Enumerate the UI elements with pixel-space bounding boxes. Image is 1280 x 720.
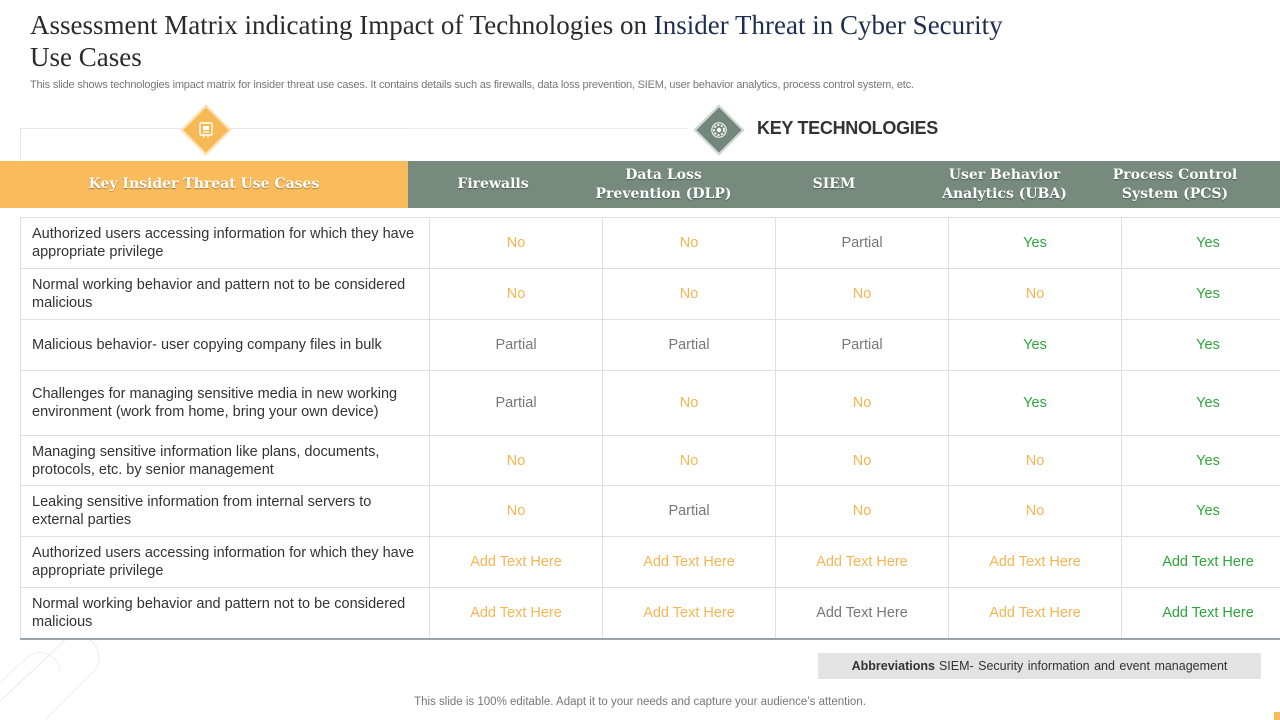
status-cell: Yes bbox=[948, 217, 1122, 269]
use-case-cell: Normal working behavior and pattern not … bbox=[20, 268, 430, 320]
abbreviations-box: Abbreviations SIEM- Security information… bbox=[818, 653, 1261, 679]
status-cell: No bbox=[429, 435, 603, 486]
status-cell: No bbox=[429, 485, 603, 537]
table-row: Challenges for managing sensitive media … bbox=[20, 370, 1280, 436]
key-technologies-label: KEY TECHNOLOGIES bbox=[757, 118, 938, 138]
status-cell: No bbox=[602, 370, 776, 436]
use-case-column-header: Key Insider Threat Use Cases bbox=[0, 161, 408, 208]
status-cell: No bbox=[948, 435, 1122, 486]
abbreviations-label: Abbreviations bbox=[851, 659, 935, 673]
firewalls-column-header: Firewalls bbox=[408, 161, 578, 208]
status-cell: No bbox=[775, 268, 949, 320]
status-cell: No bbox=[948, 485, 1122, 537]
footer-note: This slide is 100% editable. Adapt it to… bbox=[414, 696, 866, 708]
status-cell: Partial bbox=[429, 370, 603, 436]
abbreviations-text: SIEM- Security information and event man… bbox=[938, 659, 1228, 673]
status-cell: Add Text Here bbox=[775, 536, 949, 588]
frame-divider-line bbox=[408, 128, 688, 129]
page-title: Assessment Matrix indicating Impact of T… bbox=[30, 9, 1230, 73]
status-cell: No bbox=[602, 268, 776, 320]
status-cell: No bbox=[602, 435, 776, 486]
title-highlight: Insider Threat in Cyber Security bbox=[653, 10, 1003, 40]
use-case-cell: Authorized users accessing information f… bbox=[20, 536, 430, 588]
decorative-lines bbox=[0, 640, 100, 720]
status-cell: Yes bbox=[1121, 435, 1280, 486]
status-cell: Yes bbox=[1121, 319, 1280, 371]
title-part-1: Assessment Matrix indicating Impact of T… bbox=[30, 10, 654, 40]
use-case-cell: Authorized users accessing information f… bbox=[20, 217, 430, 269]
use-case-cell: Challenges for managing sensitive media … bbox=[20, 370, 430, 436]
status-cell: Partial bbox=[429, 319, 603, 371]
subtitle: This slide shows technologies impact mat… bbox=[30, 79, 914, 91]
status-cell: Yes bbox=[1121, 370, 1280, 436]
status-cell: Partial bbox=[602, 319, 776, 371]
status-cell: Add Text Here bbox=[429, 587, 603, 640]
use-case-cell: Managing sensitive information like plan… bbox=[20, 435, 430, 486]
use-case-cell: Leaking sensitive information from inter… bbox=[20, 485, 430, 537]
status-cell: No bbox=[948, 268, 1122, 320]
status-cell: Add Text Here bbox=[602, 587, 776, 640]
status-cell: Partial bbox=[602, 485, 776, 537]
status-cell: Yes bbox=[1121, 485, 1280, 537]
table-row: Normal working behavior and pattern not … bbox=[20, 587, 1280, 640]
key-technologies-badge bbox=[693, 104, 745, 156]
status-cell: Partial bbox=[775, 217, 949, 269]
status-cell: No bbox=[775, 370, 949, 436]
dlp-column-header: Data Loss Prevention (DLP) bbox=[578, 161, 749, 208]
title-part-3: Use Cases bbox=[30, 42, 142, 72]
table-row: Authorized users accessing information f… bbox=[20, 217, 1280, 269]
status-cell: Yes bbox=[1121, 268, 1280, 320]
status-cell: Yes bbox=[948, 370, 1122, 436]
siem-column-header: SIEM bbox=[749, 161, 919, 208]
status-cell: No bbox=[775, 485, 949, 537]
use-case-cell: Malicious behavior- user copying company… bbox=[20, 319, 430, 371]
table-row: Normal working behavior and pattern not … bbox=[20, 268, 1280, 320]
use-case-cell: Normal working behavior and pattern not … bbox=[20, 587, 430, 640]
status-cell: Add Text Here bbox=[948, 587, 1122, 640]
status-cell: Add Text Here bbox=[775, 587, 949, 640]
status-cell: Add Text Here bbox=[429, 536, 603, 588]
use-cases-badge bbox=[180, 104, 232, 156]
corner-accent bbox=[1274, 712, 1280, 720]
table-row: Managing sensitive information like plan… bbox=[20, 435, 1280, 486]
table-row: Leaking sensitive information from inter… bbox=[20, 485, 1280, 537]
table-row: Authorized users accessing information f… bbox=[20, 536, 1280, 588]
status-cell: Yes bbox=[948, 319, 1122, 371]
uba-column-header: User Behavior Analytics (UBA) bbox=[919, 161, 1090, 208]
status-cell: Partial bbox=[775, 319, 949, 371]
status-cell: Yes bbox=[1121, 217, 1280, 269]
status-cell: Add Text Here bbox=[948, 536, 1122, 588]
status-cell: No bbox=[429, 268, 603, 320]
pcs-column-header: Process Control System (PCS) bbox=[1090, 161, 1280, 208]
status-cell: Add Text Here bbox=[602, 536, 776, 588]
status-cell: No bbox=[775, 435, 949, 486]
status-cell: No bbox=[602, 217, 776, 269]
table-row: Malicious behavior- user copying company… bbox=[20, 319, 1280, 371]
status-cell: Add Text Here bbox=[1121, 536, 1280, 588]
status-cell: No bbox=[429, 217, 603, 269]
status-cell: Add Text Here bbox=[1121, 587, 1280, 640]
document-icon bbox=[199, 122, 213, 138]
assessment-matrix-table: Authorized users accessing information f… bbox=[20, 217, 1280, 640]
gear-icon bbox=[711, 122, 727, 138]
